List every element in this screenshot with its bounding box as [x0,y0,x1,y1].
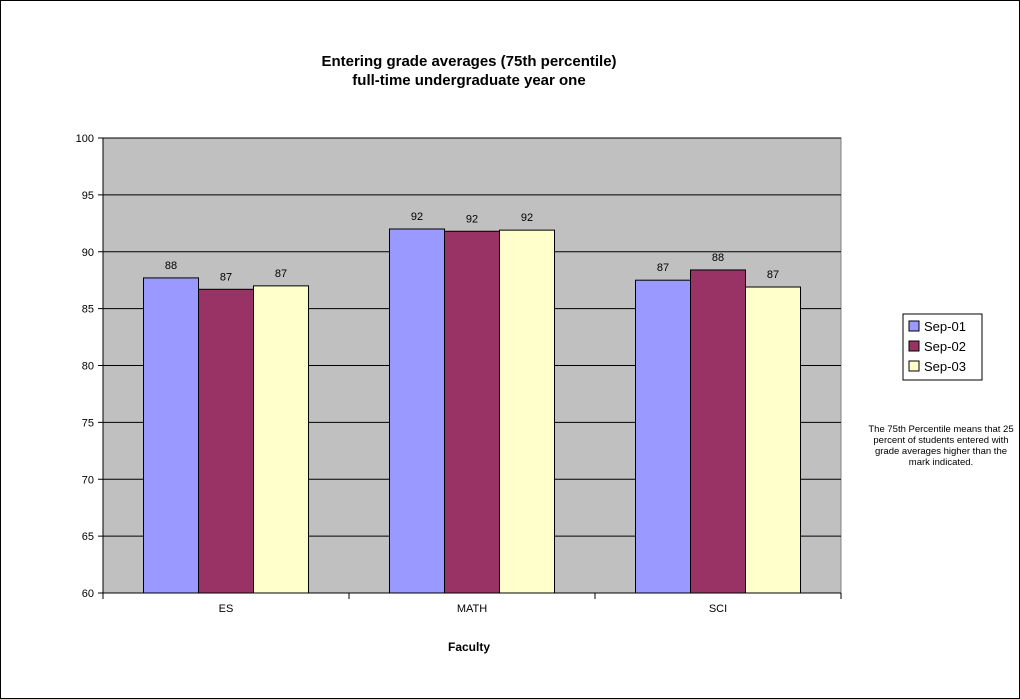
data-label: 92 [521,212,533,224]
legend-label-sep-01: Sep-01 [924,319,966,334]
bar-sci-sep-01 [635,279,691,594]
bar-es-sep-03 [253,285,309,594]
data-label: 87 [220,271,232,283]
y-tick-label: 90 [82,247,94,259]
chart-title: Entering grade averages (75th percentile… [321,53,616,89]
x-tick-label-es: ES [219,603,234,615]
legend-label-sep-03: Sep-03 [924,359,966,374]
y-tick-label: 100 [76,133,94,145]
percentile-note: The 75th Percentile means that 25 percen… [868,424,1014,468]
y-tick-label: 85 [82,304,94,316]
bar-es-sep-02 [198,288,254,594]
data-label: 88 [165,260,177,272]
legend-swatch-sep-03 [908,360,920,372]
bar-es-sep-01 [143,277,199,594]
legend-swatch-sep-01 [908,320,920,332]
y-tick-label: 80 [82,361,94,373]
bar-series-group: 88 87 87 92 92 92 87 88 87 [143,211,801,594]
y-axis: 60 65 70 75 80 85 90 95 100 [76,133,104,600]
bar-sci-sep-02 [690,269,746,594]
y-tick-label: 95 [82,190,94,202]
bar-math-sep-01 [389,228,445,594]
bar-math-sep-02 [444,230,500,594]
data-label: 87 [275,268,287,280]
y-tick-label: 60 [82,588,94,600]
legend-swatch-sep-02 [908,340,920,352]
y-tick-label: 65 [82,531,94,543]
bar-sci-sep-03 [745,286,801,594]
data-label: 87 [657,262,669,274]
legend-label-sep-02: Sep-02 [924,339,966,354]
x-axis-title: Faculty [448,640,490,654]
x-tick-label-sci: SCI [709,603,727,615]
y-tick-label: 75 [82,417,94,429]
legend: Sep-01 Sep-02 Sep-03 [902,313,983,381]
data-label: 88 [712,252,724,264]
bar-math-sep-03 [499,229,555,594]
chart-title-line-2: full-time undergraduate year one [352,72,585,89]
data-label: 92 [411,211,423,223]
data-label: 87 [767,269,779,281]
y-tick-label: 70 [82,474,94,486]
data-label: 92 [466,213,478,225]
chart-title-line-1: Entering grade averages (75th percentile… [321,53,616,70]
x-tick-label-math: MATH [457,603,487,615]
x-axis: ES MATH SCI [102,592,842,615]
